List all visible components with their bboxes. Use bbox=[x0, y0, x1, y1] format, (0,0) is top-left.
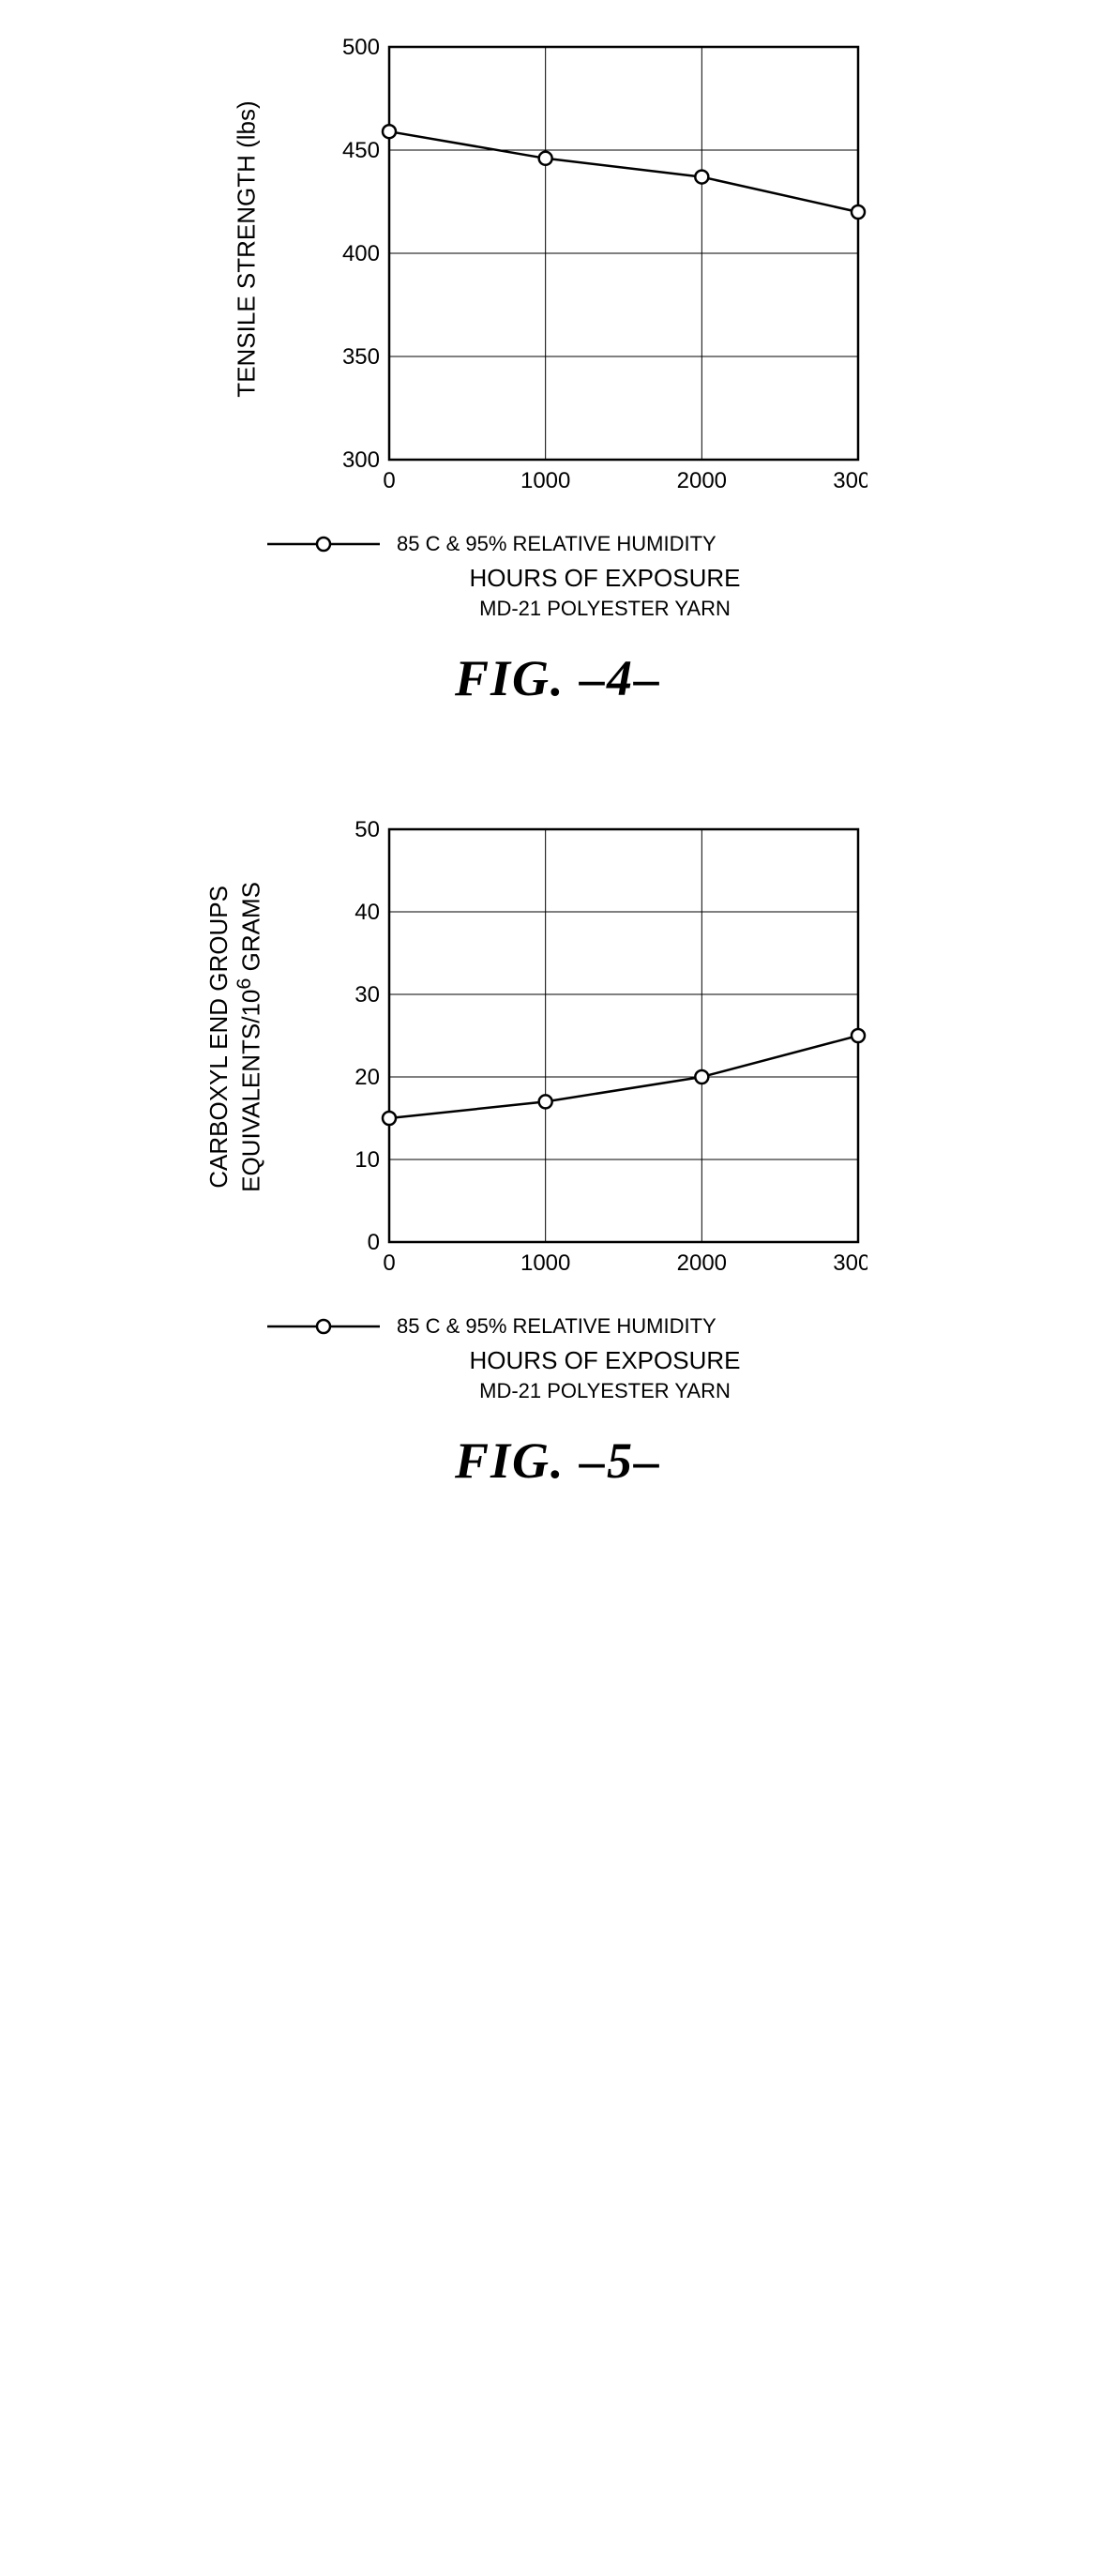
svg-text:3000: 3000 bbox=[833, 1250, 867, 1276]
fig4-chart-wrap: TENSILE STRENGTH (lbs) 30035040045050001… bbox=[324, 38, 886, 621]
svg-text:1000: 1000 bbox=[520, 1250, 570, 1276]
fig4-subtitle: MD-21 POLYESTER YARN bbox=[324, 597, 886, 621]
figure-5: CARBOXYL END GROUPS EQUIVALENTS/106 GRAM… bbox=[230, 820, 886, 1490]
fig4-legend-swatch bbox=[267, 533, 380, 555]
fig4-caption: FIG. –4– bbox=[230, 649, 886, 707]
svg-text:40: 40 bbox=[354, 900, 380, 925]
fig5-ylabel-line1: CARBOXYL END GROUPS bbox=[205, 882, 233, 1192]
fig5-plot: 0 10 20 30 40 50 0 1000 2000 3000 bbox=[324, 820, 867, 1298]
fig5-ylabel: CARBOXYL END GROUPS EQUIVALENTS/106 GRAM… bbox=[205, 882, 264, 1192]
fig4-plot: 300 350 400 450 500 0 1000 2000 3000 bbox=[324, 38, 867, 516]
figure-4: TENSILE STRENGTH (lbs) 300 350 400 450 500 0 1… bbox=[230, 38, 886, 707]
svg-text:300: 300 bbox=[342, 447, 380, 473]
fig4-legend-text: 85 C & 95% RELATIVE HUMIDITY bbox=[397, 532, 716, 556]
svg-text:400: 400 bbox=[342, 241, 380, 266]
svg-text:10: 10 bbox=[354, 1147, 380, 1173]
fig5-legend-text: 85 C & 95% RELATIVE HUMIDITY bbox=[397, 1314, 716, 1339]
fig5-ylabel-line2: EQUIVALENTS/106 GRAMS bbox=[233, 882, 264, 1192]
fig5-subtitle: MD-21 POLYESTER YARN bbox=[324, 1379, 886, 1403]
svg-text:450: 450 bbox=[342, 138, 380, 163]
fig4-xlabel: HOURS OF EXPOSURE bbox=[324, 564, 886, 593]
fig5-chart-wrap: CARBOXYL END GROUPS EQUIVALENTS/106 GRAM… bbox=[324, 820, 886, 1403]
svg-text:0: 0 bbox=[368, 1230, 380, 1255]
svg-text:0: 0 bbox=[383, 468, 395, 493]
svg-text:30: 30 bbox=[354, 982, 380, 1008]
fig4-ylabel: TENSILE STRENGTH (lbs) bbox=[233, 100, 262, 397]
svg-text:0: 0 bbox=[383, 1250, 395, 1276]
fig5-xlabel: HOURS OF EXPOSURE bbox=[324, 1346, 886, 1375]
svg-text:2000: 2000 bbox=[677, 1250, 727, 1276]
svg-text:1000: 1000 bbox=[520, 468, 570, 493]
fig5-legend: 85 C & 95% RELATIVE HUMIDITY bbox=[267, 1314, 886, 1339]
svg-text:20: 20 bbox=[354, 1065, 380, 1090]
fig5-legend-swatch bbox=[267, 1315, 380, 1338]
fig5-caption: FIG. –5– bbox=[230, 1432, 886, 1490]
svg-text:350: 350 bbox=[342, 344, 380, 370]
svg-text:2000: 2000 bbox=[677, 468, 727, 493]
fig4-legend: 85 C & 95% RELATIVE HUMIDITY bbox=[267, 532, 886, 556]
svg-text:3000: 3000 bbox=[833, 468, 867, 493]
svg-text:500: 500 bbox=[342, 38, 380, 60]
svg-text:50: 50 bbox=[354, 820, 380, 842]
